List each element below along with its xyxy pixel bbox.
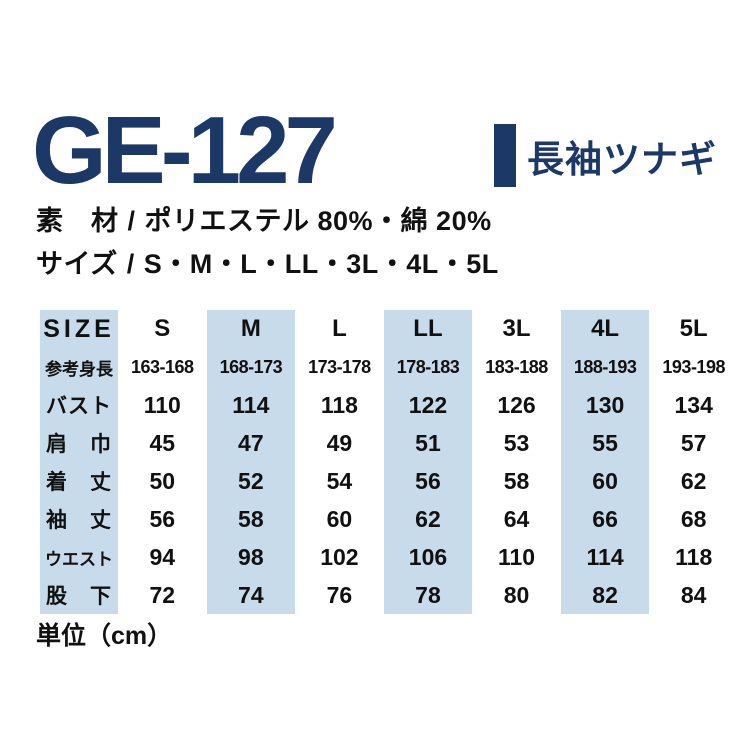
size-value-cell: 118 — [320, 391, 358, 418]
table-row-shoulder: 肩 巾 45 47 49 51 53 55 57 — [40, 424, 738, 462]
size-value-cell: 66 — [560, 500, 650, 538]
row-label-bust: バスト — [40, 386, 118, 424]
size-value-cell: 53 — [503, 429, 530, 456]
row-label-body-length: 着 丈 — [40, 462, 118, 500]
table-row-inseam: 股 下 72 74 76 78 80 82 84 — [40, 576, 738, 614]
size-value-cell: 122 — [383, 386, 473, 424]
size-value-cell: 118 — [675, 543, 713, 570]
size-value-cell: 49 — [326, 429, 353, 456]
row-label-waist: ウエスト — [40, 538, 118, 576]
table-header-row: SIZE S M L LL 3L 4L 5L — [40, 310, 738, 348]
size-value-cell: 84 — [680, 581, 707, 608]
sizes-label: サイズ — [36, 249, 118, 279]
column-header-ll: LL — [383, 310, 473, 348]
product-code: GE-127 — [32, 97, 338, 204]
row-label-sleeve: 袖 丈 — [40, 500, 118, 538]
material-value: ポリエステル 80%・綿 20% — [144, 206, 492, 236]
table-row-height: 参考身長 163-168 168-173 173-178 178-183 183… — [40, 348, 738, 386]
size-value-cell: 80 — [503, 581, 530, 608]
table-row-waist: ウエスト 94 98 102 106 110 114 118 — [40, 538, 738, 576]
size-value-cell: 74 — [206, 576, 296, 614]
sizes-separator: / — [126, 249, 135, 279]
table-row-body-length: 着 丈 50 52 54 56 58 60 62 — [40, 462, 738, 500]
size-value-cell: 168-173 — [206, 348, 296, 386]
size-value-cell: 106 — [383, 538, 473, 576]
size-value-cell: 134 — [674, 391, 713, 418]
size-value-cell: 56 — [149, 505, 176, 532]
unit-note: 単位（cm） — [36, 622, 173, 650]
size-value-cell: 47 — [206, 424, 296, 462]
size-value-cell: 56 — [383, 462, 473, 500]
size-value-cell: 98 — [206, 538, 296, 576]
size-value-cell: 114 — [206, 386, 296, 424]
column-header-4l: 4L — [560, 310, 650, 348]
size-value-cell: 102 — [320, 543, 359, 570]
size-value-cell: 68 — [680, 505, 707, 532]
product-name-block: 長袖ツナギ — [494, 124, 717, 187]
accent-bar — [494, 124, 516, 187]
column-header-s: S — [154, 315, 171, 342]
column-header-l: L — [332, 315, 347, 342]
row-label-height: 参考身長 — [40, 348, 118, 386]
size-value-cell: 51 — [383, 424, 473, 462]
size-value-cell: 114 — [560, 538, 650, 576]
size-value-cell: 72 — [149, 581, 176, 608]
size-value-cell: 78 — [383, 576, 473, 614]
column-header-3l: 3L — [502, 315, 531, 342]
size-value-cell: 54 — [326, 467, 353, 494]
size-value-cell: 62 — [680, 467, 707, 494]
size-value-cell: 55 — [560, 424, 650, 462]
size-value-cell: 76 — [326, 581, 353, 608]
column-header-size: SIZE — [40, 310, 118, 348]
product-name: 長袖ツナギ — [527, 138, 717, 180]
size-value-cell: 58 — [206, 500, 296, 538]
size-value-cell: 183-188 — [485, 356, 548, 377]
size-value-cell: 173-178 — [308, 356, 371, 377]
size-value-cell: 50 — [149, 467, 176, 494]
sizes-value: S・M・L・LL・3L・4L・5L — [143, 249, 499, 279]
size-value-cell: 82 — [560, 576, 650, 614]
size-value-cell: 110 — [143, 391, 181, 418]
row-label-inseam: 股 下 — [40, 576, 118, 614]
size-table: SIZE S M L LL 3L 4L 5L 参考身長 163-168 168-… — [40, 310, 738, 614]
size-value-cell: 57 — [680, 429, 707, 456]
size-value-cell: 130 — [560, 386, 650, 424]
column-header-m: M — [206, 310, 296, 348]
size-value-cell: 193-198 — [662, 356, 725, 377]
sizes-line: サイズ / S・M・L・LL・3L・4L・5L — [36, 242, 499, 281]
size-value-cell: 178-183 — [383, 348, 473, 386]
size-value-cell: 58 — [503, 467, 530, 494]
size-value-cell: 94 — [149, 543, 176, 570]
size-value-cell: 45 — [149, 429, 176, 456]
material-separator: / — [127, 206, 136, 236]
table-row-bust: バスト 110 114 118 122 126 130 134 — [40, 386, 738, 424]
material-line: 素 材 / ポリエステル 80%・綿 20% — [36, 199, 492, 238]
size-value-cell: 110 — [497, 543, 536, 570]
size-value-cell: 126 — [497, 391, 536, 418]
material-label: 素 材 — [36, 206, 119, 236]
column-header-5l: 5L — [679, 315, 708, 342]
table-row-sleeve: 袖 丈 56 58 60 62 64 66 68 — [40, 500, 738, 538]
size-value-cell: 64 — [503, 505, 530, 532]
row-label-shoulder: 肩 巾 — [40, 424, 118, 462]
size-value-cell: 60 — [326, 505, 353, 532]
size-value-cell: 163-168 — [131, 356, 194, 377]
size-value-cell: 188-193 — [560, 348, 650, 386]
size-value-cell: 52 — [206, 462, 296, 500]
size-value-cell: 62 — [383, 500, 473, 538]
size-value-cell: 60 — [560, 462, 650, 500]
